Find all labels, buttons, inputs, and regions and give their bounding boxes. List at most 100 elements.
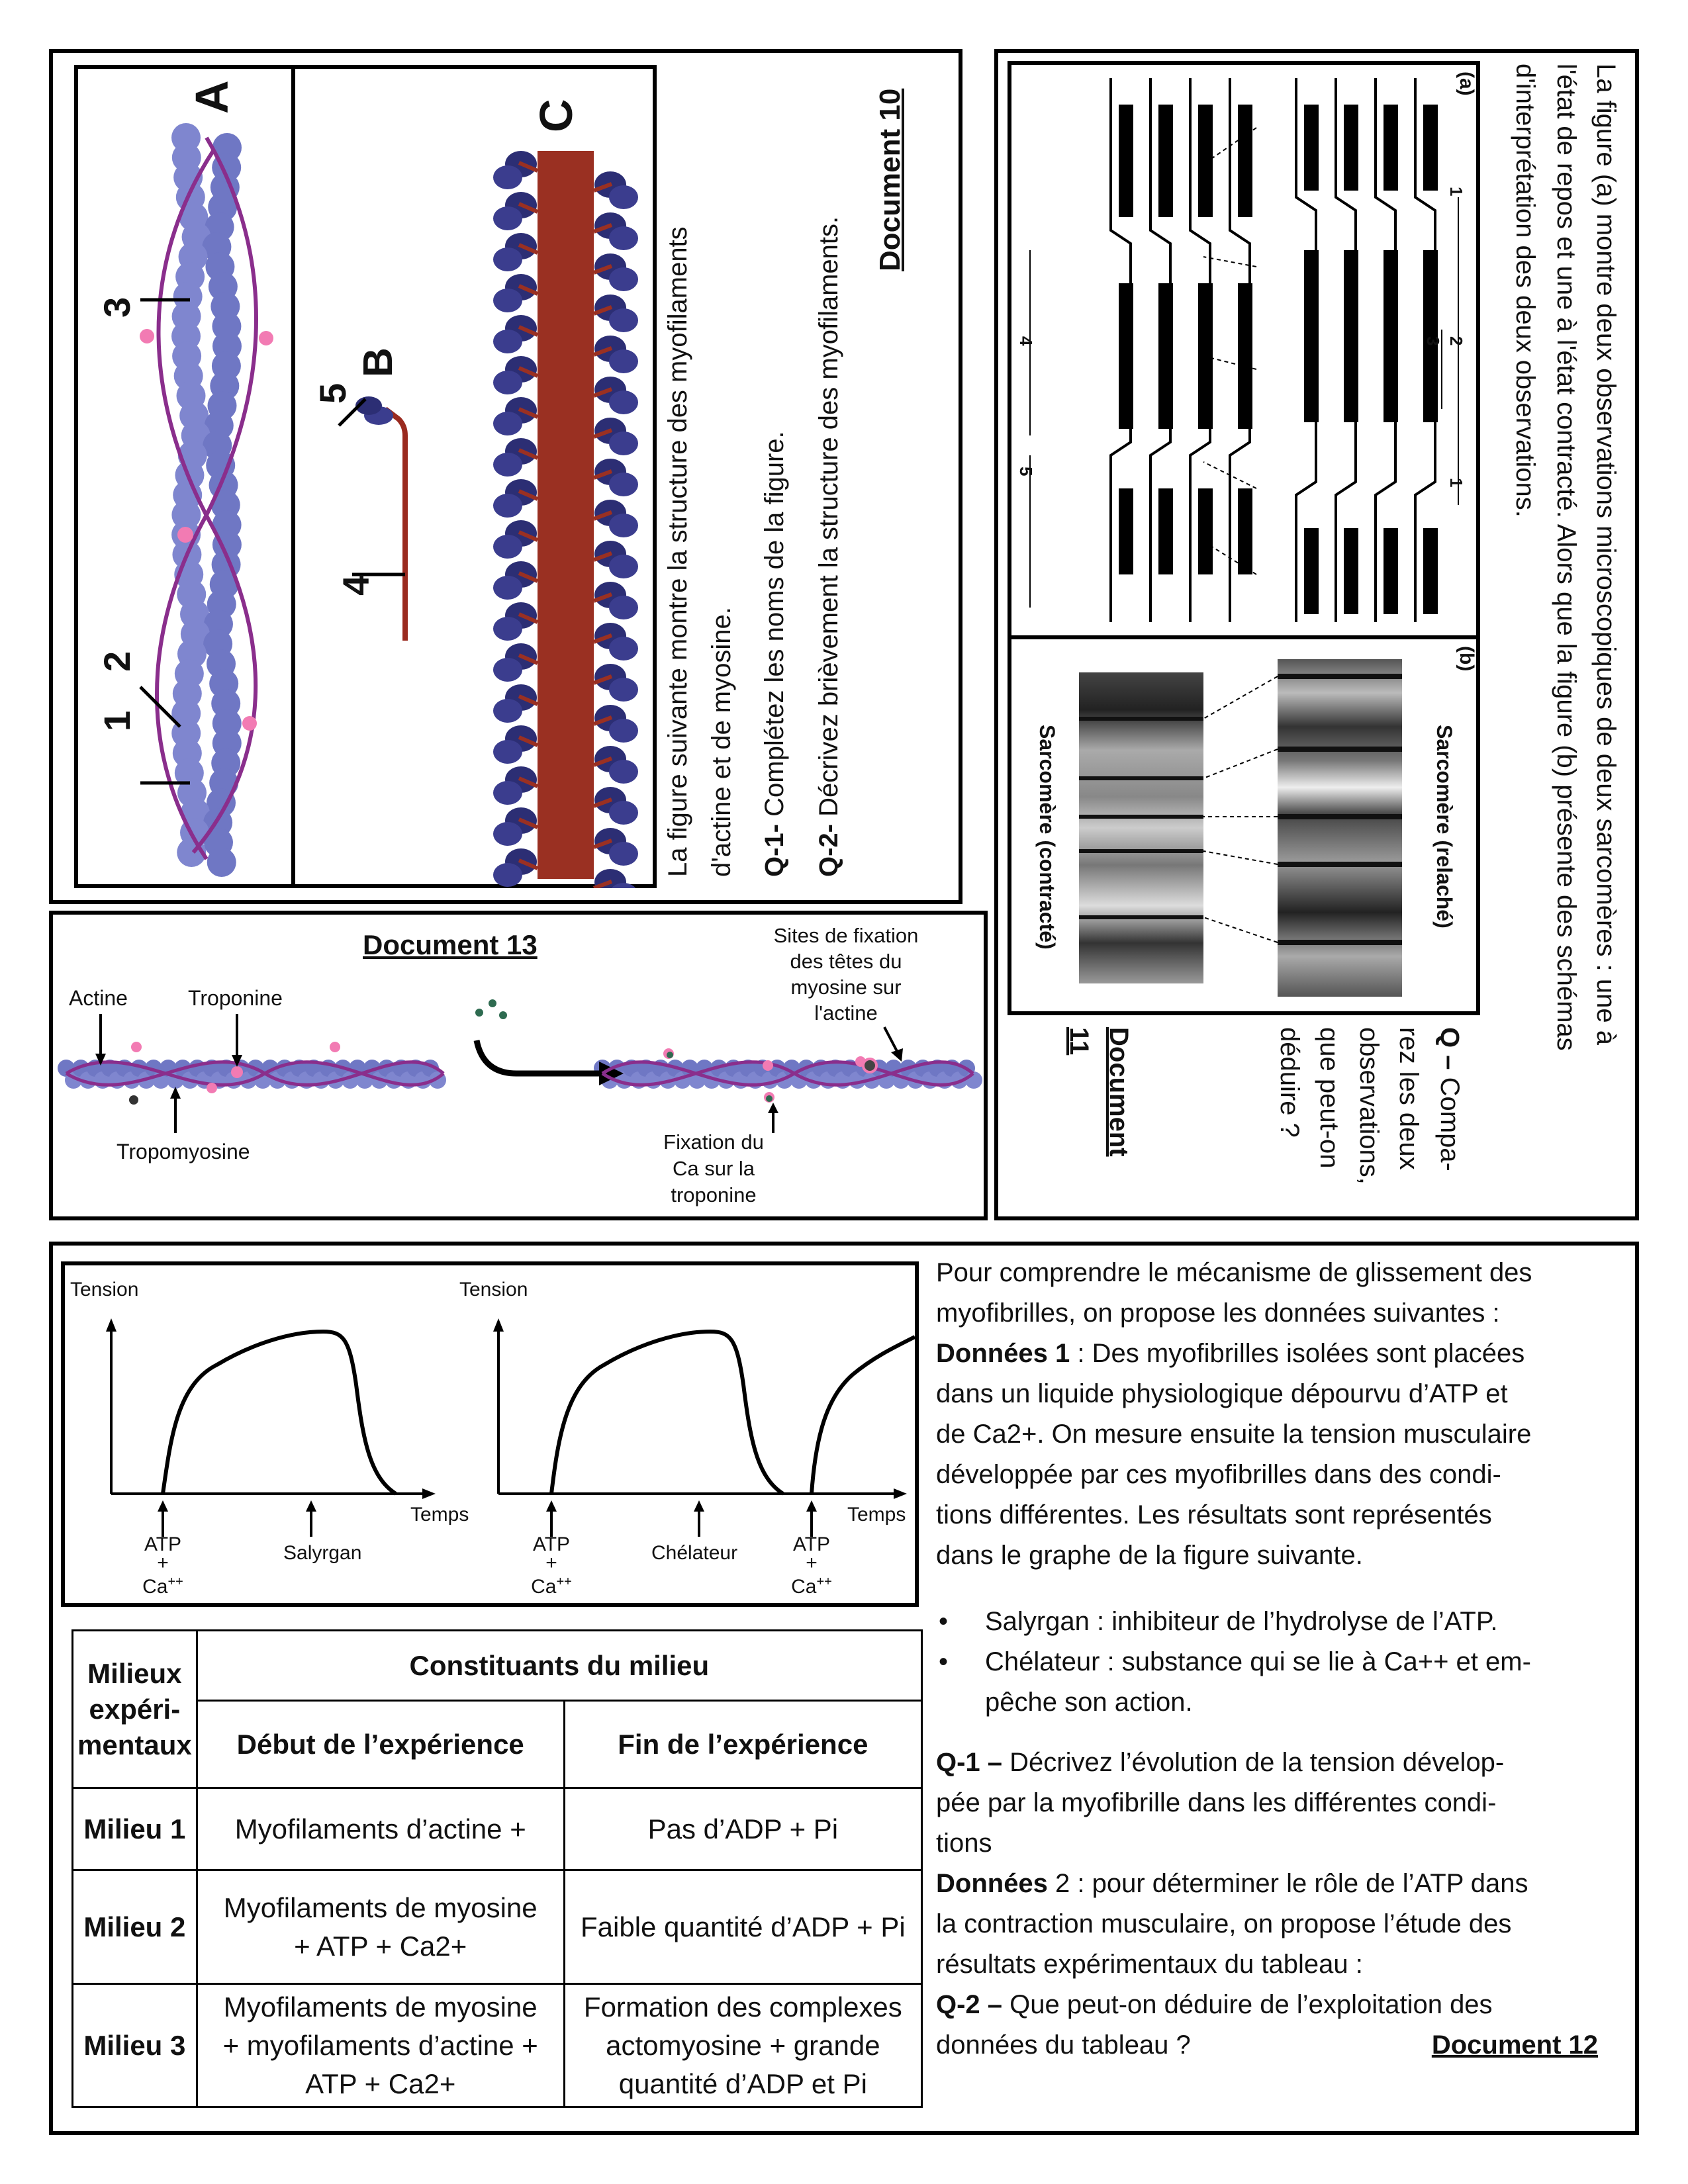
doc11-q-line4: que peut-on [1315,1027,1344,1169]
row3-fin-l2: actomyosine + grande [606,2029,880,2061]
band-line [1278,814,1402,819]
myosin-neck [518,448,539,460]
myosin-head [493,699,522,723]
experiment-table: Milieux expéri- mentaux Constituants du … [71,1629,923,2108]
myosin-neck [592,305,613,316]
doc12-graph-frame [61,1261,919,1607]
myosin-head [609,267,638,291]
doc11-intro-line1: La figure (a) montre deux observations m… [1591,64,1620,1045]
myosin-head [609,349,638,373]
atp-label: ATP [532,1533,571,1555]
doc11-title-line2: 11 [1064,1027,1094,1056]
myosin-neck [518,735,539,747]
doc12-q1-line1: Q-1 – Décrivez l’évolution de la tension… [936,1743,1631,1783]
myosin-neck [518,407,539,419]
contracted-thick-filament [1158,488,1173,574]
ca-text: Ca [791,1576,817,1598]
myosin-head [493,658,522,682]
document-12-box [49,1242,1639,2135]
band-line [1079,915,1203,919]
row1-name: Milieu 1 [71,1787,198,1871]
doc10-label-4: 4 [335,574,377,596]
contracted-thick-filament [1119,283,1133,429]
doc12-bullet2-cont: pêche son action. [985,1688,1193,1717]
doc11-intro-line2: l'état de repos et une à l'état contract… [1552,64,1581,1051]
doc10-figure [139,123,638,888]
tropomyosin-strand-2 [155,136,258,860]
myosin-neck [592,674,613,685]
doc12-d1-text0: : Des myofibrilles isolées sont placées [1070,1339,1525,1368]
row1-debut: Myofilaments d’actine + [195,1787,565,1871]
myosin-head [493,535,522,559]
doc10-label-c: C [530,99,582,132]
myosin-neck [592,592,613,603]
sites-arrow [883,1026,900,1056]
myosin-neck [592,510,613,521]
th-milieux-line2: expéri- [89,1693,181,1725]
band-line [1278,940,1402,945]
th-milieux-line1: Milieux [87,1657,182,1689]
myosin-head [609,760,638,784]
ca-label: Ca++ [518,1572,585,1597]
band-line [1079,717,1203,721]
actin-bead [965,1071,982,1089]
doc13-fix-line2: Ca sur la [672,1157,755,1180]
contracted-thick-filament [1238,488,1252,574]
relaxed-thick-filament [1344,250,1358,422]
doc11-n4: 4 [1016,336,1036,346]
relaxed-thick-filament [1423,528,1438,614]
doc12-q2-line2: données du tableau ? Document 12 [936,2025,1631,2066]
contracted-thick-filament [1158,283,1173,429]
myosin-head [493,165,522,189]
myosin-neck [518,202,539,214]
relaxed-thick-filament [1304,250,1319,422]
relaxed-thick-filament [1383,250,1398,422]
ca-label: Ca++ [778,1572,845,1598]
myosin-head [609,514,638,537]
doc10-label-3: 3 [96,296,138,318]
graph2-temps: Temps [847,1504,906,1525]
doc11-figure-frame [1008,61,1480,1015]
doc10-label-2: 2 [96,651,138,672]
myosin-head [609,432,638,455]
myosin-neck [592,756,613,767]
myosin-neck [592,797,613,808]
troponin-dot [177,527,193,543]
band-line [1079,776,1203,780]
graph1-salyrgan: Salyrgan [283,1542,362,1564]
myosin-neck [592,223,613,234]
contracted-thick-filament [1198,105,1213,217]
myosin-head [493,206,522,230]
doc12-d1-line6: dans le graphe de la figure suivante. [936,1541,1363,1570]
myosin-neck [592,469,613,480]
relaxed-thick-filament [1383,528,1398,614]
relaxed-thick-filament [1423,105,1438,191]
doc11-fig-b: (b) [1456,646,1477,672]
table-row: Milieu 2 Myofilaments de myosine + ATP +… [71,1869,923,1985]
myosin-neck [518,243,539,255]
doc10-title: Document 10 [874,88,906,271]
doc10-label-5: 5 [312,383,353,404]
myosin-head [493,330,522,353]
myosin-head [609,473,638,496]
row3-debut-l3: ATP + Ca2+ [305,2068,456,2099]
band-line [1079,815,1203,819]
myosin-head [611,883,636,888]
table-row: Milieu 3 Myofilaments de myosine + myofi… [71,1983,923,2108]
myosin-neck [518,530,539,542]
doc12-q2-text2: données du tableau ? [936,2030,1191,2060]
row3-fin-l1: Formation des complexes [583,1991,902,2023]
myosin-neck [518,366,539,378]
document-13-box [49,911,988,1220]
myosin-head [493,740,522,764]
troponin-dot [242,716,257,731]
doc12-q1-line2: pée par la myofibrille dans les différen… [936,1788,1497,1817]
doc11-q-line1: Compa- [1435,1077,1464,1171]
myosin-head [493,617,522,641]
myosin-head [609,226,638,250]
band-line [1278,674,1402,679]
table-row: Milieu 1 Myofilaments d’actine + Pas d’A… [71,1787,923,1871]
relaxed-thick-filament [1383,105,1398,191]
calcium-ions [475,999,507,1019]
atp-label: ATP [792,1533,831,1555]
